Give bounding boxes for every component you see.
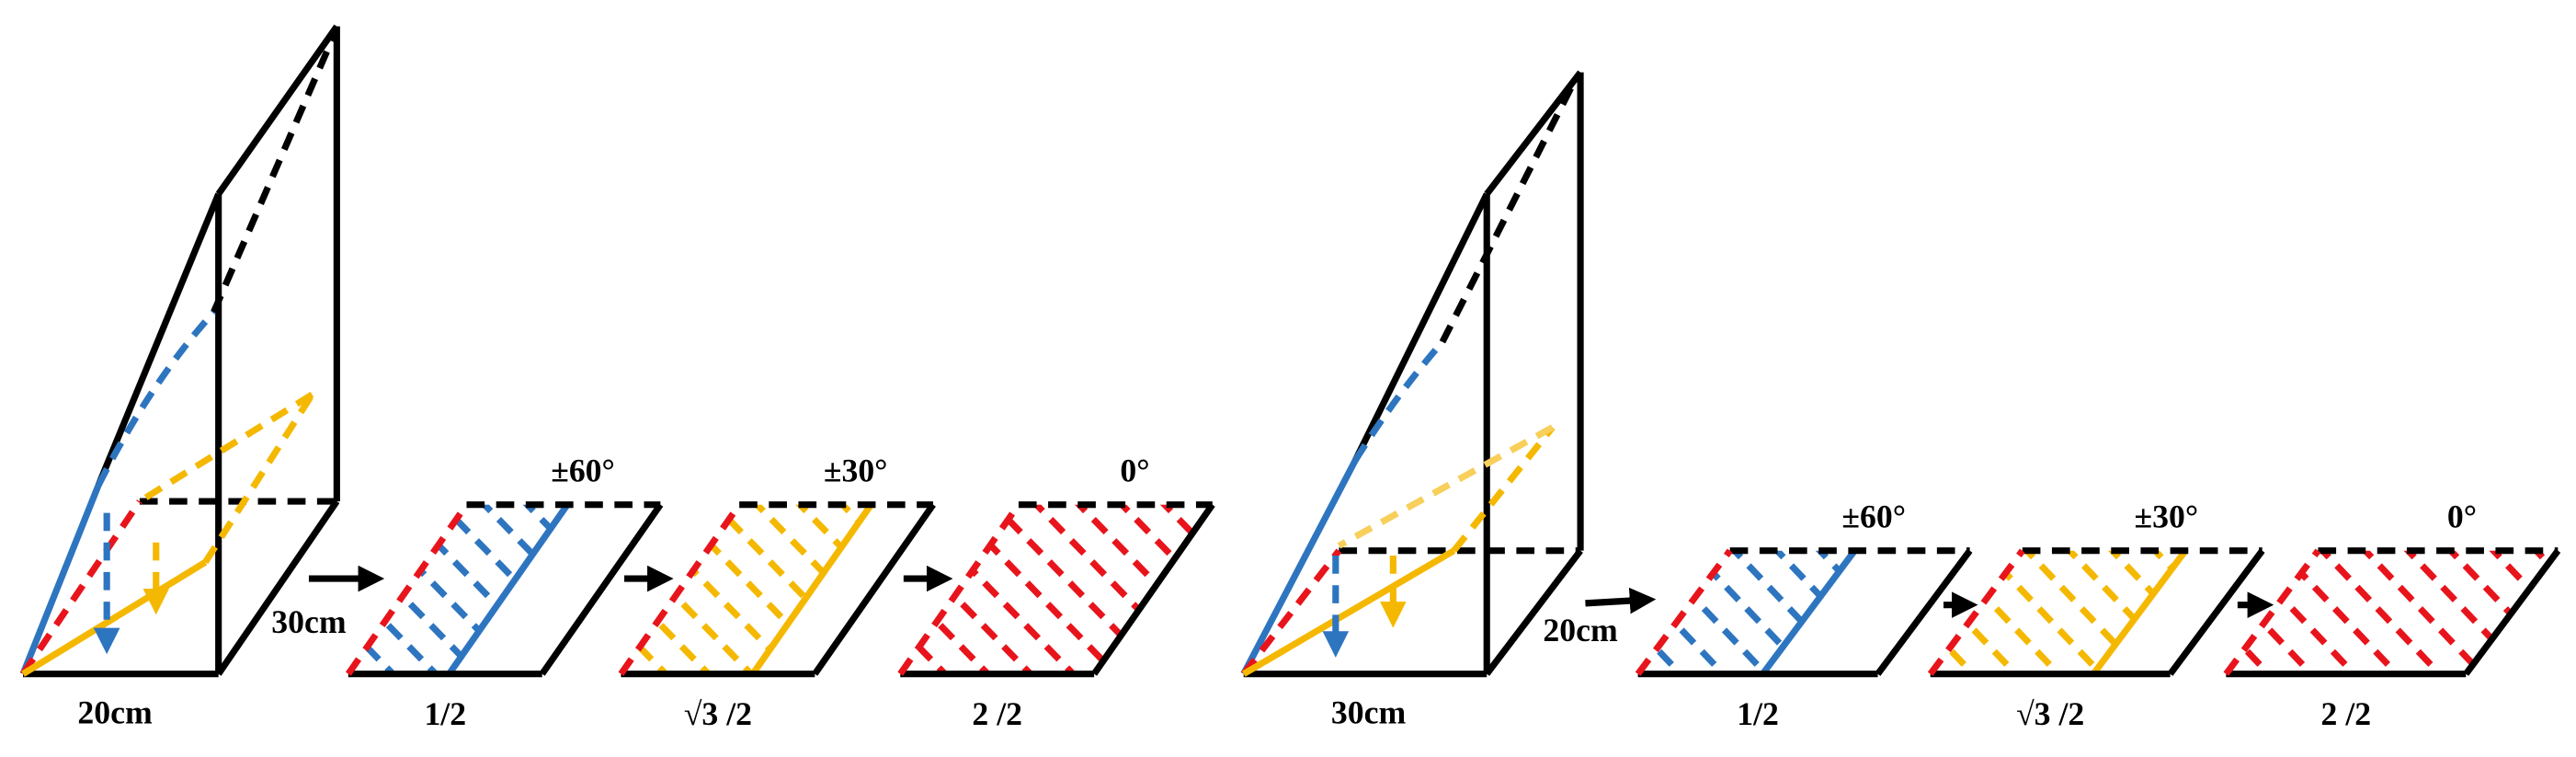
arrow xyxy=(1585,587,1657,614)
edge xyxy=(1760,548,1858,676)
hatch-line xyxy=(2226,550,2278,674)
edge xyxy=(19,483,102,676)
edge xyxy=(897,502,1021,676)
hatch-line xyxy=(1930,550,1940,674)
edge xyxy=(215,24,340,196)
fraction-label: 2 /2 xyxy=(972,695,1022,732)
edge xyxy=(215,499,340,676)
curve xyxy=(96,310,216,487)
edge xyxy=(20,499,142,676)
edge xyxy=(211,34,337,314)
hatch-line xyxy=(791,504,872,674)
edge xyxy=(1451,425,1556,553)
edge xyxy=(1091,502,1215,676)
hatch-line xyxy=(621,504,718,674)
base-label: 30cm xyxy=(1331,694,1407,730)
angle-label: ±30° xyxy=(824,453,888,489)
edge xyxy=(1484,548,1583,676)
edge xyxy=(1240,548,1342,676)
fraction-label: √3 /2 xyxy=(684,695,752,732)
edge xyxy=(1484,70,1583,197)
edge xyxy=(2223,548,2321,676)
angle-label: ±30° xyxy=(2135,499,2199,535)
hatch-line xyxy=(2356,550,2491,674)
hatch-line xyxy=(621,504,675,674)
edge xyxy=(1927,548,2025,676)
edge xyxy=(1635,548,1733,676)
edge xyxy=(1240,458,1359,676)
edge xyxy=(749,502,874,676)
base-label: 20cm xyxy=(77,694,153,730)
edge xyxy=(1241,547,1456,677)
hatch-line xyxy=(2484,550,2559,674)
fraction-label: √3 /2 xyxy=(2016,695,2084,732)
edge xyxy=(202,393,315,565)
hatch-line xyxy=(348,504,403,674)
edge xyxy=(2167,548,2265,676)
hatch-line xyxy=(1112,504,1213,674)
curve xyxy=(1352,339,1445,463)
hatch-line xyxy=(348,504,445,674)
edge xyxy=(539,502,664,676)
edge xyxy=(21,559,208,677)
hatch-line xyxy=(1637,550,1690,674)
fraction-label: 2 /2 xyxy=(2321,695,2372,732)
hatch-line xyxy=(900,504,954,674)
edge xyxy=(138,391,314,505)
angle-label: ±60° xyxy=(1841,499,1906,535)
hatch-line xyxy=(348,504,359,674)
edge xyxy=(1352,192,1490,462)
fraction-label: 1/2 xyxy=(1737,695,1779,732)
edge xyxy=(345,502,470,676)
side-label: 30cm xyxy=(271,603,347,640)
fraction-label: 1/2 xyxy=(424,695,466,732)
edge xyxy=(2463,548,2561,676)
angle-label: 0° xyxy=(1120,453,1149,489)
hatch-line xyxy=(748,504,872,674)
angle-label: 0° xyxy=(2447,499,2477,535)
edge xyxy=(812,502,936,676)
hatch-line xyxy=(1930,550,1982,674)
hatch-line xyxy=(518,504,568,674)
edge xyxy=(1337,424,1555,549)
edge xyxy=(446,502,571,676)
edge xyxy=(618,502,743,676)
edge xyxy=(1439,80,1578,344)
hatch-line xyxy=(2314,550,2448,674)
hatch-line xyxy=(900,504,997,674)
edge xyxy=(95,192,222,487)
edge xyxy=(1875,548,1973,676)
angle-label: ±60° xyxy=(551,453,615,489)
hatch-line xyxy=(1156,504,1213,674)
side-label: 20cm xyxy=(1543,612,1618,648)
hatch-line xyxy=(1811,550,1855,674)
edge xyxy=(2091,548,2189,676)
hatch-line xyxy=(2527,550,2559,674)
